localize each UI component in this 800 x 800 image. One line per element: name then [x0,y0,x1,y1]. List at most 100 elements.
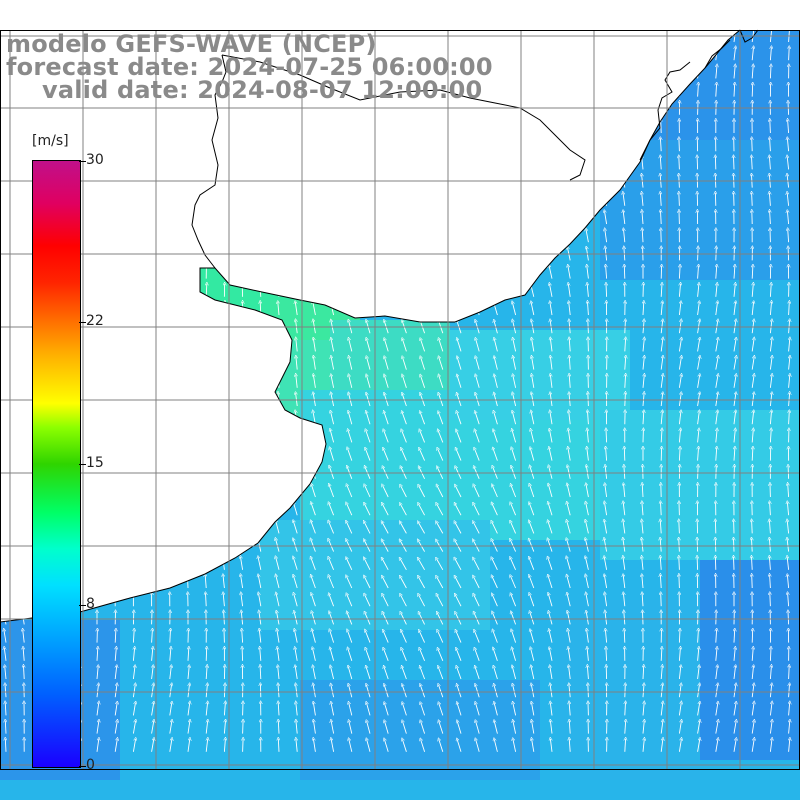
wind-arrow [329,612,335,625]
wind-arrow [457,303,462,316]
wind-arrow [22,211,25,225]
wind-arrow [733,411,736,425]
wind-arrow [605,120,608,134]
wind-arrow [295,430,298,443]
wind-arrow [151,375,154,388]
wind-arrow [529,157,535,170]
wind-arrow [493,430,498,443]
wind-arrow [241,502,244,516]
wind-arrow [348,266,353,279]
wind-arrow [715,339,718,352]
wind-arrow [588,684,589,698]
wind-arrow [402,375,407,388]
wind-arrow [788,484,789,498]
wind-arrow [418,213,425,225]
wind-arrow [151,339,154,352]
wind-arrow [312,102,316,115]
wind-arrow [402,285,407,297]
wind-arrow [243,375,244,388]
wind-arrow [383,103,389,115]
wind-arrow [679,156,680,170]
wind-arrow [530,84,535,97]
wind-arrow [400,559,407,571]
wind-arrow [715,684,718,698]
wind-arrow [418,140,425,152]
wind-arrow [734,557,735,570]
wind-arrow [329,139,335,152]
wind-arrow [115,448,116,461]
wind-arrow [402,430,407,443]
wind-arrow [473,140,480,152]
wind-arrow [401,485,407,498]
wind-arrow [588,302,589,316]
wind-arrow [511,485,517,498]
wind-arrow [512,648,517,661]
wind-arrow [259,466,262,479]
wind-arrow [569,721,570,734]
wind-arrow [531,66,535,79]
wind-arrow [296,721,297,734]
wind-arrow [169,357,172,370]
wind-arrow [624,448,625,461]
wind-arrow [347,121,353,134]
wind-arrow [277,648,280,661]
wind-arrow [347,230,353,243]
wind-arrow [623,539,626,552]
wind-arrow [679,138,680,152]
colorbar-tick-mark [79,766,86,767]
wind-arrow [624,611,625,625]
colorbar-tick-mark [79,604,86,606]
wind-arrow [97,266,98,279]
wind-arrow [313,648,316,661]
wind-arrow [549,102,553,115]
wind-arrow [206,429,207,443]
wind-arrow [3,230,7,243]
wind-arrow [679,47,680,61]
wind-arrow [512,66,517,79]
wind-arrow [494,667,498,680]
wind-arrow [567,503,571,516]
wind-arrow [530,630,535,643]
wind-arrow [311,503,316,516]
wind-arrow [733,739,736,752]
wind-arrow [22,229,25,243]
wind-arrow [734,630,735,643]
wind-arrow [734,430,735,443]
wind-arrow [382,522,389,534]
wind-arrow [586,503,589,516]
wind-arrow [623,211,626,225]
wind-arrow [642,211,643,225]
wind-arrow [455,577,462,589]
wind-arrow [133,430,134,443]
wind-arrow [455,522,462,534]
wind-arrow [586,593,589,607]
wind-arrow [752,630,753,643]
wind-arrow [606,648,607,661]
wind-arrow [23,429,24,443]
wind-arrow [223,193,225,206]
wind-arrow [568,284,571,297]
wind-arrow [331,666,335,680]
wind-arrow [587,266,589,279]
wind-arrow [329,121,335,134]
wind-arrow [549,648,553,661]
wind-arrow [114,739,117,752]
wind-arrow [752,156,753,170]
wind-arrow [437,231,444,243]
colorbar-tick-mark [79,463,86,465]
wind-arrow [96,520,97,534]
wind-arrow [660,739,663,752]
wind-arrow [382,504,389,516]
wind-arrow [569,375,570,388]
wind-arrow [364,176,371,188]
wind-arrow [41,120,43,134]
wind-arrow [530,266,535,279]
wind-arrow [716,66,717,79]
wind-arrow [170,430,171,443]
wind-arrow [457,685,462,698]
wind-arrow [241,521,244,534]
wind-arrow [330,266,335,279]
wind-arrow [604,521,608,534]
wind-arrow [770,502,771,516]
wind-arrow [605,484,608,498]
